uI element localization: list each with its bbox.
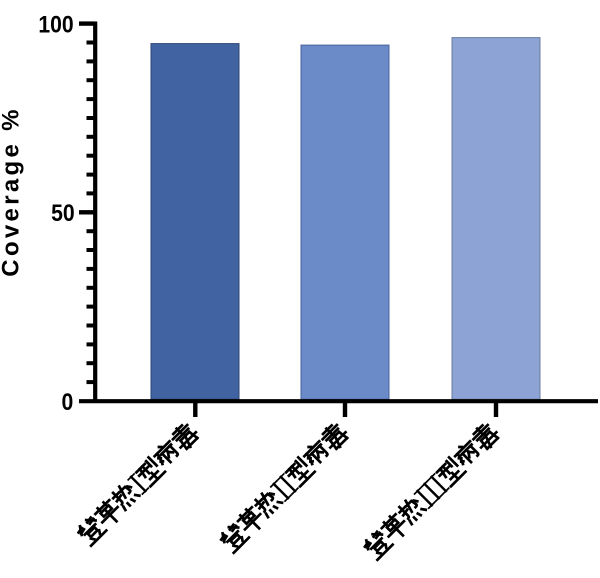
svg-text:0: 0 xyxy=(62,389,74,416)
svg-text:100: 100 xyxy=(38,11,73,38)
svg-text:50: 50 xyxy=(51,200,75,227)
svg-text:Coverage %: Coverage % xyxy=(0,106,25,276)
